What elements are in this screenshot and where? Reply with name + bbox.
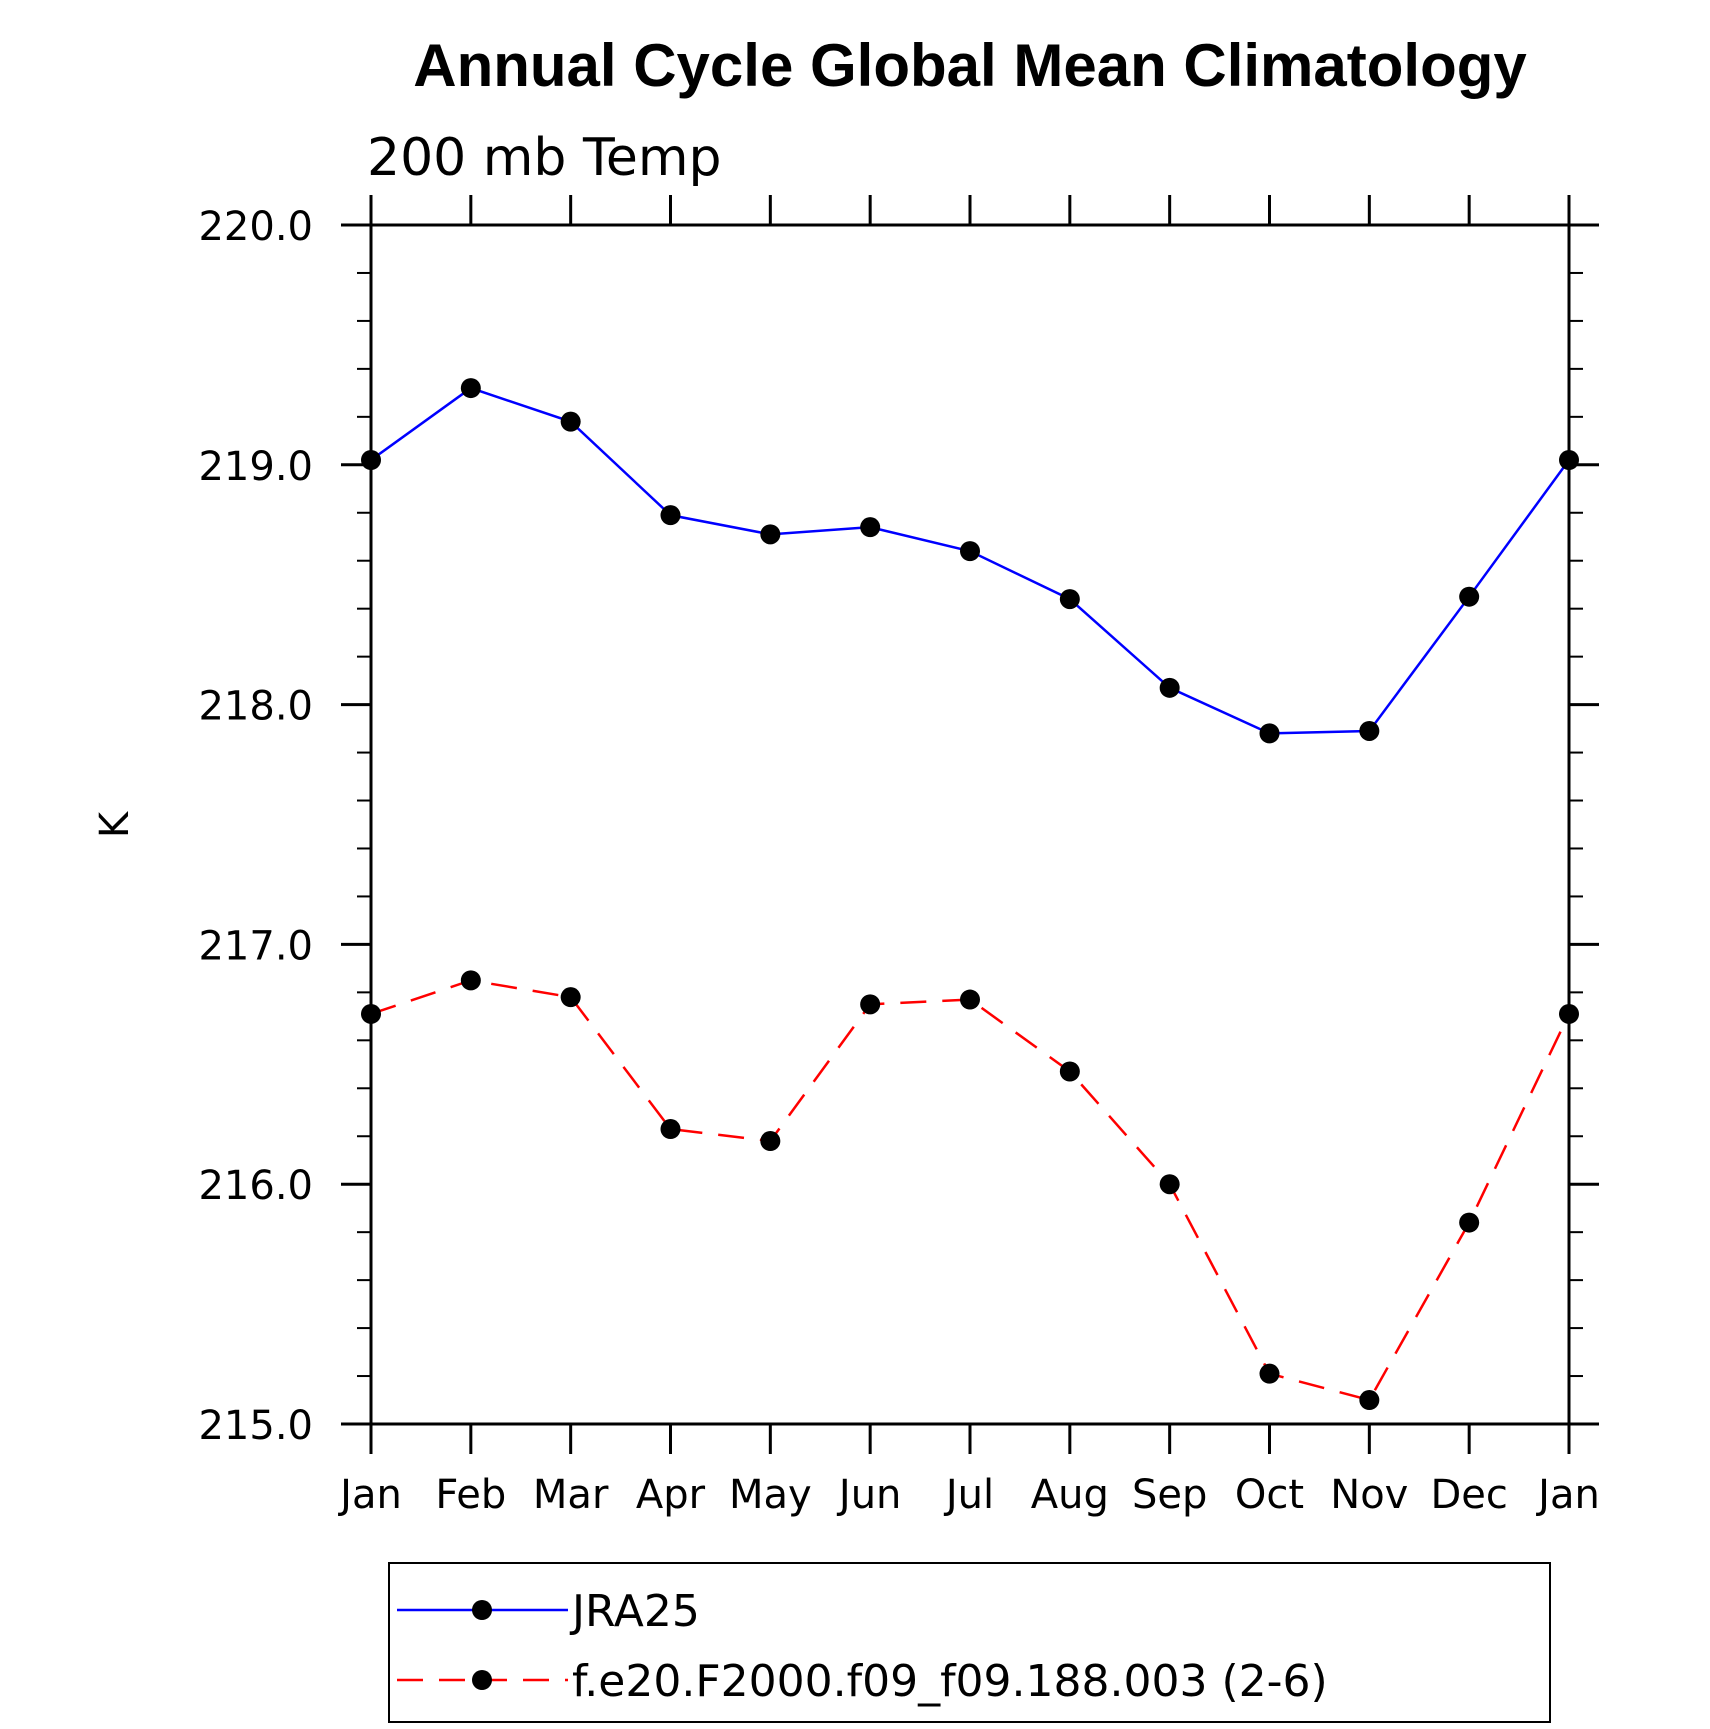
x-tick-label: Dec (1430, 1472, 1507, 1518)
series-1-point (1159, 677, 1180, 698)
chart-subtitle: 200 mb Temp (367, 128, 722, 188)
x-tick-label: Jun (836, 1472, 902, 1518)
x-tick-label: Aug (1031, 1472, 1109, 1518)
series-1-point (1259, 723, 1280, 744)
series-2-point (660, 1119, 681, 1140)
series-1-point (560, 411, 581, 432)
series-1-point (860, 517, 881, 538)
x-tick-label: Feb (435, 1472, 506, 1518)
series-1-point (1559, 450, 1579, 471)
legend-box (388, 1562, 1551, 1723)
y-tick-label: 215.0 (198, 1403, 313, 1449)
series-2-point (560, 987, 581, 1008)
series-2-point (960, 989, 980, 1010)
x-tick-label: Nov (1330, 1472, 1408, 1518)
series-2-point (361, 1003, 381, 1024)
legend: JRA25 f.e20.F2000.f09_f09.188.003 (2-6) (388, 1562, 1551, 1723)
series-2-point (1159, 1174, 1180, 1195)
series-2-point (1259, 1363, 1280, 1384)
x-tick-label: Jan (1535, 1472, 1600, 1518)
series-1-point (660, 505, 681, 526)
series-2-point (1459, 1212, 1480, 1233)
series-1-point (1359, 720, 1380, 741)
x-tick-label: Oct (1235, 1472, 1304, 1518)
axes: 215.0 216.0 217.0 218.0 219.0 220.0 Jan Feb Mar A… (198, 195, 1600, 1518)
series-2-point (1059, 1061, 1080, 1082)
x-tick-label: Sep (1132, 1472, 1207, 1518)
series-2-point (1559, 1003, 1579, 1024)
x-tick-label: Jul (943, 1472, 994, 1518)
x-tick-label: Jan (337, 1472, 402, 1518)
series-1-point (460, 378, 481, 399)
series-layer (361, 378, 1579, 1411)
series-2-point (1359, 1390, 1380, 1411)
x-tick-label: May (729, 1472, 812, 1518)
series-1-point (361, 450, 381, 471)
y-tick-label: 220.0 (198, 204, 313, 250)
legend-label-1: JRA25 (569, 1586, 700, 1637)
chart-title: Annual Cycle Global Mean Climatology (413, 32, 1527, 99)
x-tick-label: Mar (533, 1472, 609, 1518)
legend-items: JRA25 f.e20.F2000.f09_f09.188.003 (2-6) (397, 1586, 1328, 1707)
y-tick-label: 219.0 (198, 444, 313, 490)
x-tick-label: Apr (636, 1472, 706, 1518)
legend-label-2: f.e20.F2000.f09_f09.188.003 (2-6) (572, 1656, 1328, 1707)
y-axis-label: K (92, 810, 138, 838)
y-tick-label: 217.0 (198, 923, 313, 969)
y-tick-label: 216.0 (198, 1163, 313, 1209)
series-2-point (760, 1131, 781, 1152)
series-1-point (960, 541, 980, 562)
y-tick-label: 218.0 (198, 684, 313, 730)
series-1-point (1459, 586, 1480, 607)
series-1-point (760, 524, 781, 545)
series-2-point (860, 994, 881, 1015)
series-2-point (460, 970, 481, 991)
series-line-2 (370, 979, 1571, 1402)
legend-marker-1 (472, 1600, 492, 1620)
series-1-point (1059, 589, 1080, 610)
legend-marker-2 (472, 1670, 492, 1690)
